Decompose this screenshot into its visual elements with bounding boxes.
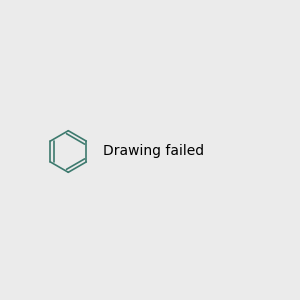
Text: Drawing failed: Drawing failed bbox=[103, 145, 204, 158]
